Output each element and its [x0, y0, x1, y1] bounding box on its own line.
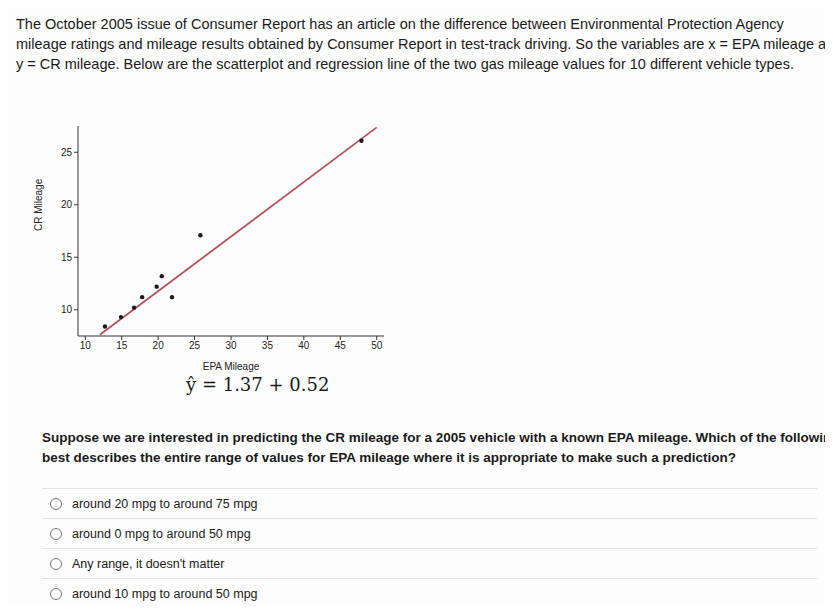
svg-text:25: 25 [189, 340, 201, 351]
svg-text:EPA Mileage: EPA Mileage [203, 361, 260, 372]
svg-text:10: 10 [80, 340, 92, 351]
html-text:The October 2005 issue of Cons: The October 2005 issue of Consumer Repor… [16, 16, 784, 32]
html-text:around 10 mpg to around 50 mpg: around 10 mpg to around 50 mpg [72, 586, 258, 601]
svg-text:15: 15 [61, 252, 73, 263]
svg-text:10: 10 [61, 304, 73, 315]
html-text:y = CR mileage. Below are the: y = CR mileage. Below are the scatterplo… [16, 56, 794, 72]
svg-text:40: 40 [298, 340, 310, 351]
html-text:around 0 mpg to around 50 mpg: around 0 mpg to around 50 mpg [72, 526, 251, 541]
svg-text:20: 20 [61, 199, 73, 210]
html-text:around 20 mpg to around 75 mpg: around 20 mpg to around 75 mpg [72, 496, 258, 511]
html-text:Any range, it doesn't matter: Any range, it doesn't matter [72, 556, 225, 571]
svg-text:25: 25 [61, 147, 73, 158]
svg-text:30: 30 [225, 340, 237, 351]
svg-text:CR Mileage: CR Mileage [33, 178, 44, 231]
svg-text:15: 15 [116, 340, 128, 351]
svg-text:20: 20 [153, 340, 165, 351]
html-text:ŷ = 1.37 + 0.52: ŷ = 1.37 + 0.52 [186, 374, 330, 395]
html-text:best describes the entire rang: best describes the entire range of value… [42, 450, 736, 465]
svg-text:35: 35 [262, 340, 274, 351]
svg-text:45: 45 [335, 340, 347, 351]
svg-text:50: 50 [371, 340, 383, 351]
